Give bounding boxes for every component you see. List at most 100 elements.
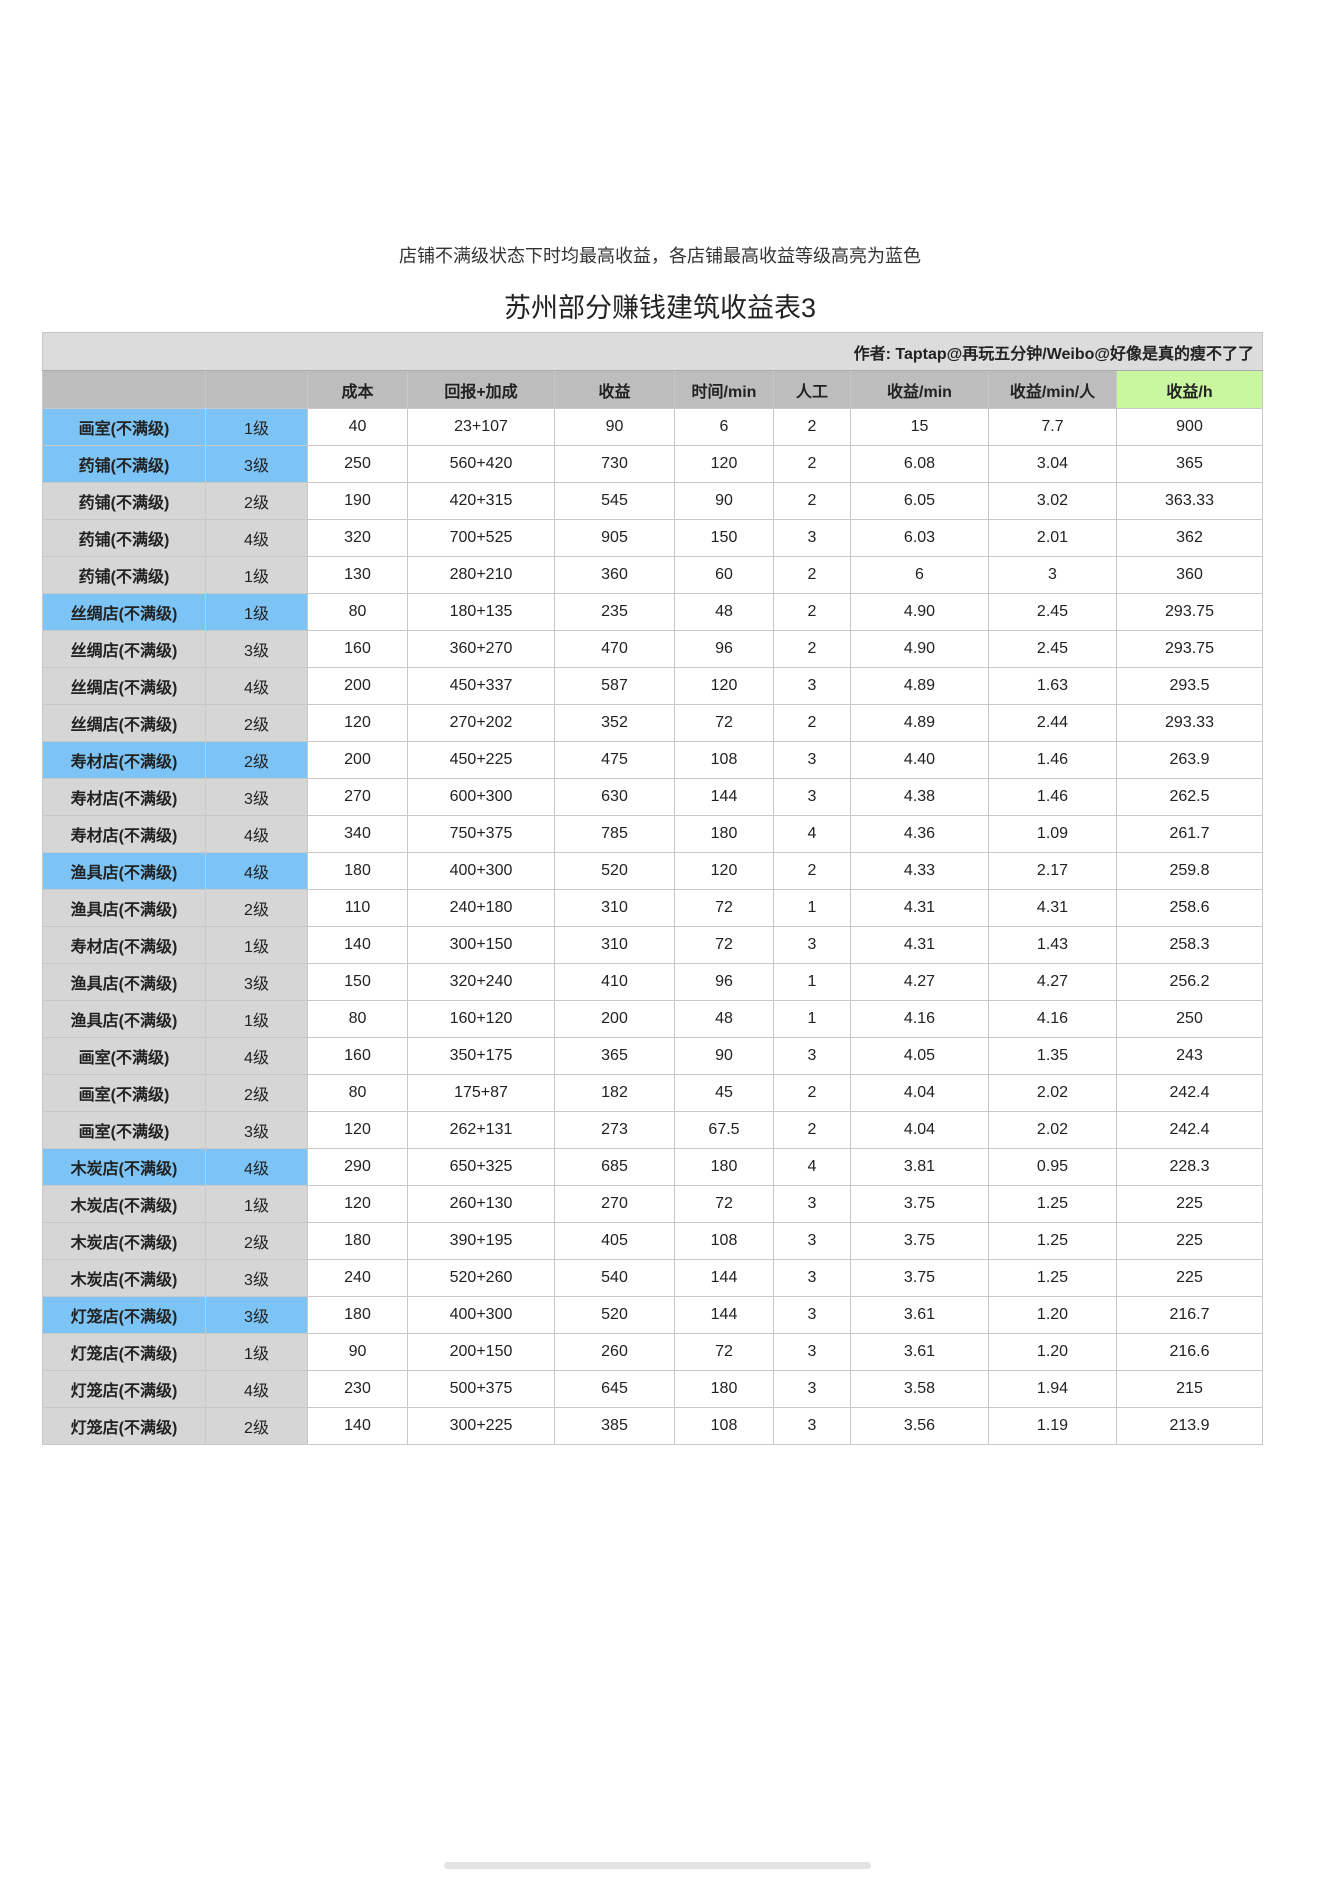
cell: 310 [554,889,675,927]
building-name: 丝绸店(不满级) [42,704,206,742]
cell: 200+150 [407,1333,555,1371]
cell: 0.95 [988,1148,1117,1186]
table-row: 木炭店(不满级) 2级 180 390+195 405 108 3 3.75 1.25 225 [42,1222,1264,1260]
cell: 300+225 [407,1407,555,1445]
cell: 72 [674,1333,774,1371]
table-row: 渔具店(不满级) 1级 80 160+120 200 48 1 4.16 4.16 250 [42,1000,1264,1038]
level: 3级 [205,1259,308,1297]
building-name: 渔具店(不满级) [42,852,206,890]
level: 2级 [205,482,308,520]
level: 1级 [205,408,308,446]
building-name: 木炭店(不满级) [42,1259,206,1297]
cell: 300+150 [407,926,555,964]
cell: 144 [674,1259,774,1297]
cell: 650+325 [407,1148,555,1186]
cell: 293.75 [1115,630,1264,668]
table-row: 寿材店(不满级) 2级 200 450+225 475 108 3 4.40 1.46 263.9 [42,741,1264,779]
cell: 4.36 [850,815,989,853]
cell: 108 [674,741,774,779]
table-row: 渔具店(不满级) 4级 180 400+300 520 120 2 4.33 2.17 259.8 [42,852,1264,890]
building-name: 寿材店(不满级) [42,741,206,779]
cell: 3 [773,1259,851,1297]
cell: 4.31 [988,889,1117,927]
cell: 4.40 [850,741,989,779]
cell: 2 [773,556,851,594]
cell: 540 [554,1259,675,1297]
level: 2级 [205,889,308,927]
cell: 545 [554,482,675,520]
table-row: 画室(不满级) 1级 40 23+107 90 6 2 15 7.7 900 [42,408,1264,446]
cell: 270 [307,778,408,816]
cell: 180 [307,1222,408,1260]
cell: 200 [307,741,408,779]
column-header: 时间/min [674,370,774,409]
cell: 470 [554,630,675,668]
cell: 450+225 [407,741,555,779]
cell: 1.46 [988,778,1117,816]
cell: 2 [773,630,851,668]
table-row: 丝绸店(不满级) 4级 200 450+337 587 120 3 4.89 1.63 293.5 [42,667,1264,705]
cell: 362 [1115,519,1264,557]
building-name: 寿材店(不满级) [42,926,206,964]
cell: 120 [674,667,774,705]
cell: 520 [554,852,675,890]
cell: 250 [1115,1000,1264,1038]
column-header: 收益/min/人 [988,370,1117,409]
cell: 3 [773,1370,851,1408]
level: 3级 [205,963,308,1001]
cell: 390+195 [407,1222,555,1260]
cell: 1.43 [988,926,1117,964]
table-row: 画室(不满级) 2级 80 175+87 182 45 2 4.04 2.02 242.4 [42,1074,1264,1112]
building-name: 药铺(不满级) [42,556,206,594]
cell: 150 [674,519,774,557]
level: 2级 [205,1074,308,1112]
cell: 216.6 [1115,1333,1264,1371]
cell: 1.25 [988,1185,1117,1223]
building-name: 药铺(不满级) [42,519,206,557]
cell: 6.05 [850,482,989,520]
building-name: 丝绸店(不满级) [42,593,206,631]
cell: 1.25 [988,1259,1117,1297]
cell: 72 [674,889,774,927]
cell: 72 [674,704,774,742]
cell: 700+525 [407,519,555,557]
cell: 785 [554,815,675,853]
level: 3级 [205,778,308,816]
cell: 90 [674,482,774,520]
cell: 4.31 [850,926,989,964]
cell: 180+135 [407,593,555,631]
cell: 360 [1115,556,1264,594]
cell: 256.2 [1115,963,1264,1001]
cell: 261.7 [1115,815,1264,853]
cell: 259.8 [1115,852,1264,890]
page-title: 苏州部分赚钱建筑收益表3 [503,293,816,323]
cell: 3.56 [850,1407,989,1445]
cell: 2.17 [988,852,1117,890]
cell: 182 [554,1074,675,1112]
cell: 420+315 [407,482,555,520]
building-name: 渔具店(不满级) [42,1000,206,1038]
level: 2级 [205,1407,308,1445]
table-row: 药铺(不满级) 1级 130 280+210 360 60 2 6 3 360 [42,556,1264,594]
cell: 273 [554,1111,675,1149]
cell: 180 [674,1148,774,1186]
cell: 630 [554,778,675,816]
cell: 40 [307,408,408,446]
cell: 1.20 [988,1333,1117,1371]
cell: 3.81 [850,1148,989,1186]
column-header [205,370,308,409]
cell: 320+240 [407,963,555,1001]
cell: 293.75 [1115,593,1264,631]
table-row: 丝绸店(不满级) 3级 160 360+270 470 96 2 4.90 2.45 293.75 [42,630,1264,668]
home-indicator [444,1862,871,1869]
cell: 1.94 [988,1370,1117,1408]
cell: 363.33 [1115,482,1264,520]
cell: 15 [850,408,989,446]
cell: 263.9 [1115,741,1264,779]
cell: 4.27 [988,963,1117,1001]
cell: 4.33 [850,852,989,890]
cell: 23+107 [407,408,555,446]
column-header: 收益/min [850,370,989,409]
table-row: 渔具店(不满级) 3级 150 320+240 410 96 1 4.27 4.27 256.2 [42,963,1264,1001]
table-row: 画室(不满级) 3级 120 262+131 273 67.5 2 4.04 2.02 242.4 [42,1111,1264,1149]
